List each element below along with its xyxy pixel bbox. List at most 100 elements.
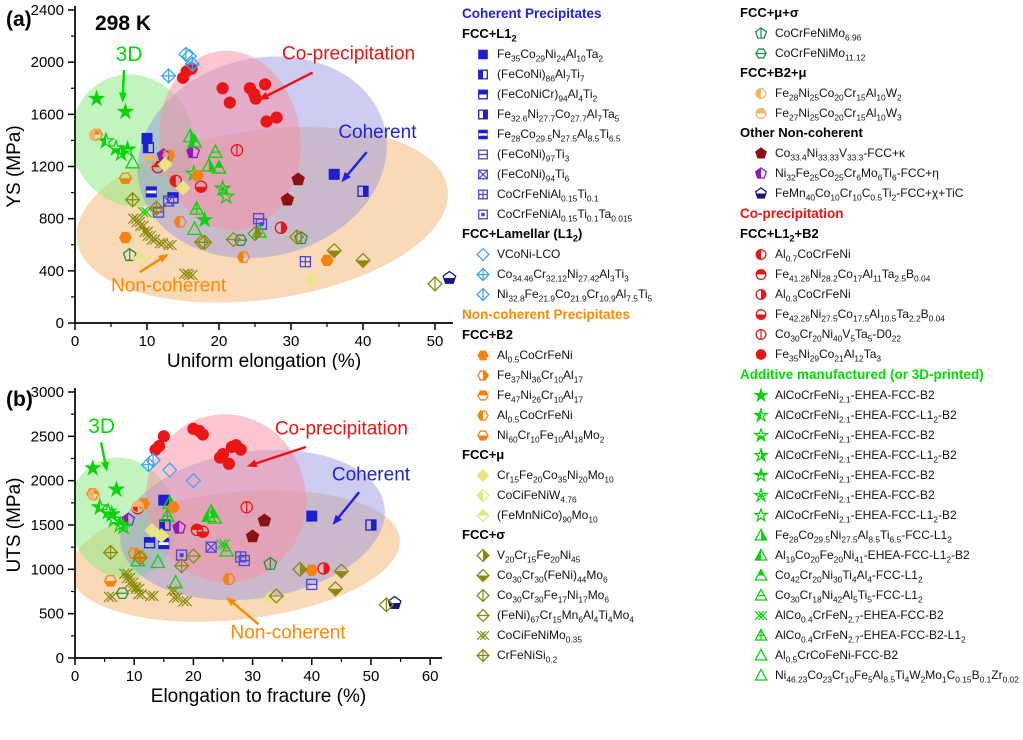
series-m33 — [442, 270, 457, 284]
x-tick-label: 50 — [363, 668, 380, 685]
marker-diamond-top-icon — [131, 251, 148, 267]
y-axis-title: YS (MPa) — [4, 125, 25, 207]
legend-entry-label: CoCrFeNiAl0.15Ti0.1 — [497, 187, 599, 204]
legend-entry: Al19Co20Fe20Ni41-EHEA-FCC-L12-B2 — [740, 545, 1023, 565]
legend-entry: (FeCoNi)97Ti3 — [462, 144, 740, 164]
series-m16 — [173, 216, 251, 263]
legend-entry-label: Co33.4Ni33.33V33.3-FCC+κ — [775, 146, 905, 163]
marker-pentagon-vline-icon — [754, 26, 768, 39]
legend-entry: Cr15Fe20Co35Ni20Mo10 — [462, 465, 740, 485]
marker-diamond-hline-icon — [268, 588, 285, 604]
annotation-co-precipitation: Co-precipitation — [282, 44, 415, 65]
marker-diamond-left-icon — [304, 272, 321, 288]
marker-circle-full-icon — [222, 457, 236, 470]
legend-marker — [477, 350, 489, 360]
plot-b-scatter: 0 500 1000 1500 2000 2500 3000 0 10 20 30 40 50 60 Elo… — [4, 384, 442, 707]
legend-entry-label: Fe35Co29Ni24Al10Ta2 — [497, 47, 604, 64]
legend-entry-label: Ni32.8Fe21.9Co21.9Cr10.9Al7.5Ti5 — [497, 287, 653, 304]
legend-entry: AlCoCrFeNi2.1-EHEA-FCC-L12-B2 — [740, 445, 1023, 465]
marker-hexagon-right-icon — [161, 149, 176, 162]
series-m34 — [169, 174, 183, 188]
legend-marker — [753, 507, 769, 522]
marker-diamond-open-icon — [476, 247, 490, 261]
legend-entry-label: AlCoCrFeNi2.1-EHEA-FCC-B2 — [775, 388, 935, 405]
legend-section-header: Non-coherent Precipitates — [462, 307, 631, 322]
legend-entry: Fe28Ni25Co20Cr15Al10W2 — [740, 83, 1023, 103]
legend-marker — [476, 287, 490, 301]
legend-marker — [754, 667, 768, 681]
marker-circle-left-icon — [88, 128, 102, 142]
legend-section-header: Additive manufactured (or 3D-printed) — [740, 367, 984, 382]
x-tick-label: 60 — [422, 668, 439, 685]
legend-marker — [753, 467, 769, 482]
y-tick-label: 1000 — [31, 561, 64, 578]
marker-square-plus-icon — [299, 256, 312, 268]
marker-diamond-right-icon — [247, 225, 263, 242]
series-m49 — [207, 509, 223, 524]
marker-square-x-icon — [478, 169, 488, 179]
legend-marker — [755, 87, 767, 99]
marker-xhatch-open-icon — [118, 568, 133, 580]
marker-hexagon-hline-icon — [755, 47, 767, 59]
series-m18 — [157, 156, 191, 196]
marker-hexagon-full-icon — [118, 231, 132, 244]
series-m36 — [274, 221, 288, 235]
legend-entry-label: (FeMnNiCo)90Mo10 — [497, 508, 598, 525]
series-m50 — [218, 542, 235, 557]
legend-marker — [755, 47, 767, 59]
legend-entry: Al0.5CoCrFeNi — [462, 345, 740, 365]
marker-diamond-top-icon — [476, 508, 490, 522]
marker-xhatch-open-icon — [103, 591, 118, 603]
marker-star-dot-icon — [753, 487, 769, 502]
marker-circle-full-icon — [270, 111, 283, 124]
legend-marker — [477, 369, 489, 381]
series-m22 — [327, 563, 350, 597]
marker-hexagon-full-icon — [190, 169, 204, 182]
x-tick-label: 0 — [71, 668, 79, 685]
marker-square-hstripe-icon — [478, 129, 488, 139]
legend-entry-label: Fe28Co29.5N27.5Al8.5Ti6.5 — [497, 127, 621, 144]
legend-entry: Al0.5CrCoFeNi-FCC-B2 — [740, 645, 1023, 665]
plot-a-scatter: 0 400 800 1200 1600 2000 2400 0 10 20 30 40 50 Unifor… — [4, 2, 457, 370]
marker-xhatch-open-icon — [215, 539, 231, 550]
annotation-arrow — [158, 253, 169, 263]
legend-entry-label: Fe28Ni25Co20Cr15Al10W2 — [775, 86, 902, 103]
marker-diamond-plus-icon — [124, 191, 141, 208]
marker-diamond-plus-icon — [173, 557, 190, 574]
marker-diamond-bottom-icon — [355, 252, 371, 269]
marker-triangle-left-icon — [754, 547, 768, 561]
marker-star-top-icon — [118, 139, 137, 158]
legend-marker — [478, 149, 488, 159]
marker-triangle-open-icon — [754, 647, 768, 661]
marker-diamond-bottom-icon — [327, 581, 344, 597]
marker-square-top-icon — [478, 89, 488, 99]
legend-marker — [754, 26, 768, 39]
marker-star-open-icon — [104, 509, 124, 528]
marker-pentagon-vline-icon — [263, 556, 278, 570]
y-tick-label: 500 — [39, 606, 64, 623]
marker-diamond-vline-icon — [145, 452, 161, 469]
legend-entry-label: Ni46.23Co23Cr10Fe5Al8.5Ti4W2Mo1C0.15B0.1… — [775, 668, 1019, 685]
series-m49 — [211, 159, 227, 174]
legend-marker — [476, 247, 490, 261]
marker-circle-full-icon — [755, 348, 767, 360]
legend-entry: Co30Cr20Ni40V5Ta5-D022 — [740, 324, 1023, 344]
marker-diamond-full-icon — [144, 522, 160, 538]
marker-triangle-plus-icon — [188, 200, 205, 215]
marker-pentagon-vline-icon — [122, 247, 137, 262]
marker-xhatch-open-icon — [144, 590, 159, 602]
marker-circle-bottom-icon — [196, 525, 210, 538]
annotation-3d: 3D — [116, 43, 143, 66]
legend-entry-label: AlCoCrFeNi2.1-EHEA-FCC-B2 — [775, 488, 935, 505]
series-m40 — [87, 89, 214, 228]
annotation-arrow — [332, 514, 342, 525]
annotation-arrow — [225, 596, 237, 607]
legend-entry: Al0.3CoCrFeNi — [740, 284, 1023, 304]
legend-entry: Al0.5CoCrFeNi — [462, 405, 740, 425]
marker-triangle-hline-icon — [207, 143, 224, 159]
marker-diamond-full-icon — [153, 528, 170, 544]
marker-diamond-plus-icon — [132, 549, 148, 566]
marker-star-right-icon — [753, 447, 769, 462]
marker-hexagon-left-icon — [173, 216, 187, 228]
legend-entry: VCoNi-LCO — [462, 244, 740, 264]
